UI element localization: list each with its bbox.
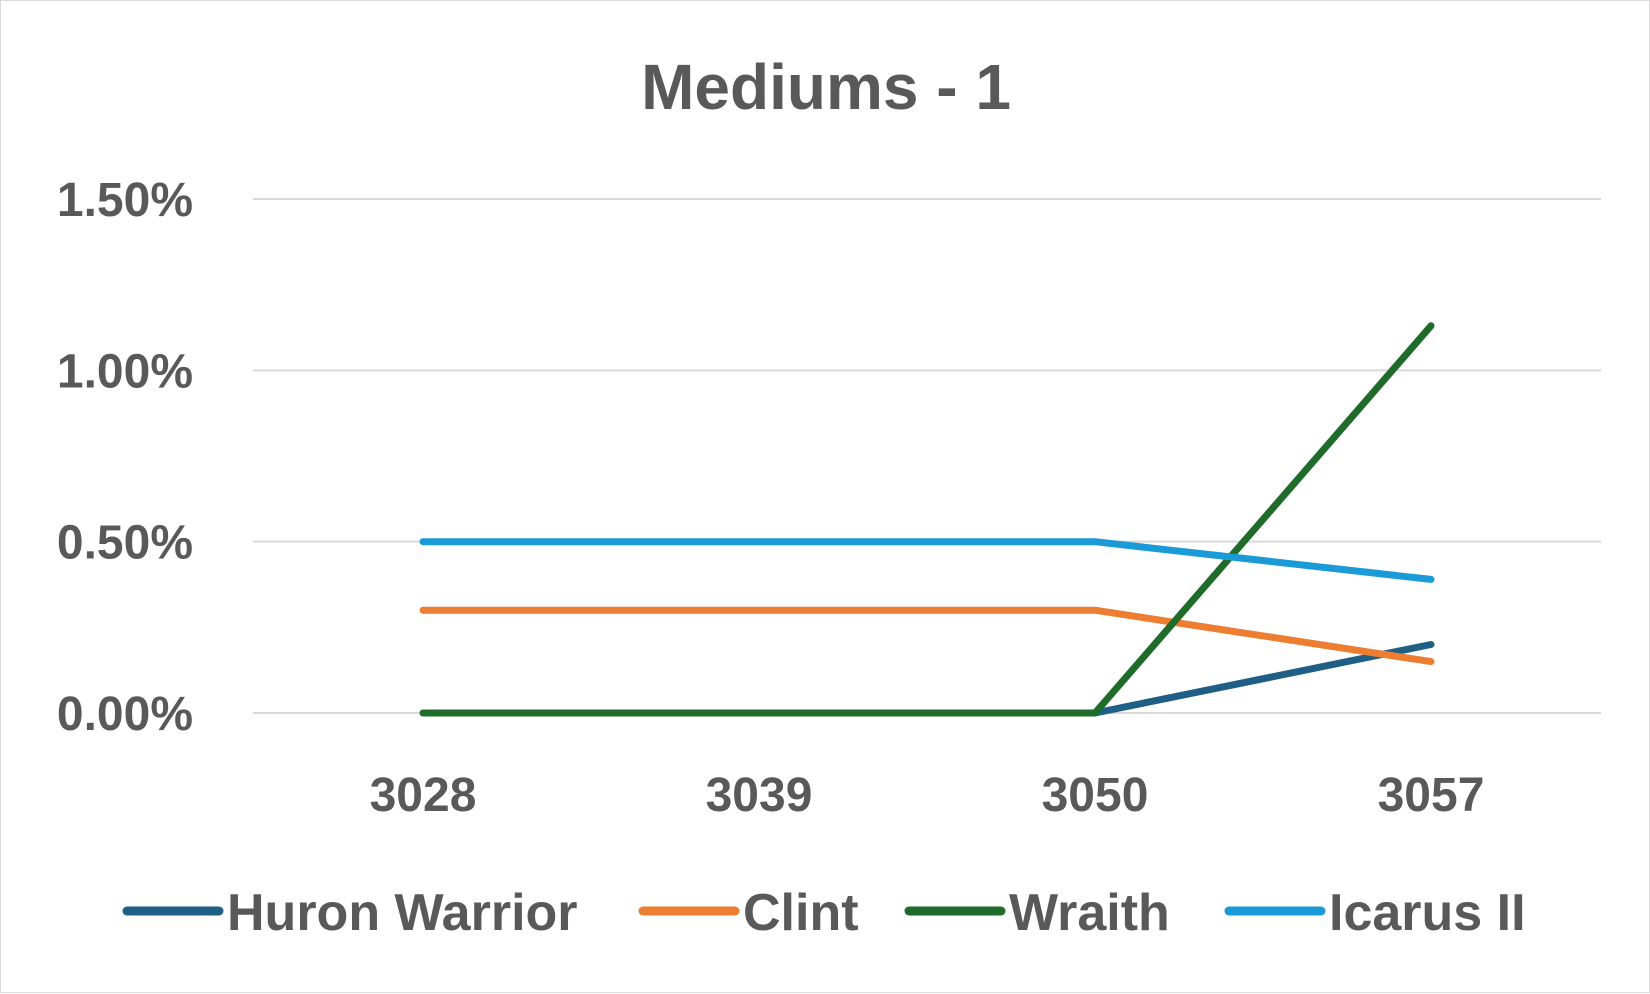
x-axis-tick-labels: 3028 3039 3050 3057 <box>370 769 1485 822</box>
x-tick-label-0: 3028 <box>370 769 477 822</box>
y-axis-tick-labels: 0.00% 0.50% 1.00% 1.50% <box>57 174 193 741</box>
y-tick-label-3: 1.50% <box>57 174 193 227</box>
x-tick-label-1: 3039 <box>706 769 813 822</box>
legend: Huron Warrior Clint Wraith Icarus II <box>122 884 1526 942</box>
legend-label-icarus-ii: Icarus II <box>1329 884 1526 942</box>
x-tick-label-2: 3050 <box>1042 769 1149 822</box>
x-tick-label-3: 3057 <box>1378 769 1485 822</box>
legend-label-clint: Clint <box>743 884 859 942</box>
series-line-clint <box>419 606 1435 666</box>
legend-label-wraith: Wraith <box>1009 884 1170 942</box>
y-tick-label-2: 1.00% <box>57 345 193 398</box>
series-line-wraith <box>419 322 1435 717</box>
y-tick-label-1: 0.50% <box>57 517 193 570</box>
legend-label-huron-warrior: Huron Warrior <box>227 884 578 942</box>
y-tick-label-0: 0.00% <box>57 688 193 741</box>
gridlines <box>253 198 1601 714</box>
series-line-icarus-ii <box>419 538 1435 583</box>
chart-title: Mediums - 1 <box>641 51 1011 123</box>
series-lines <box>419 322 1435 717</box>
